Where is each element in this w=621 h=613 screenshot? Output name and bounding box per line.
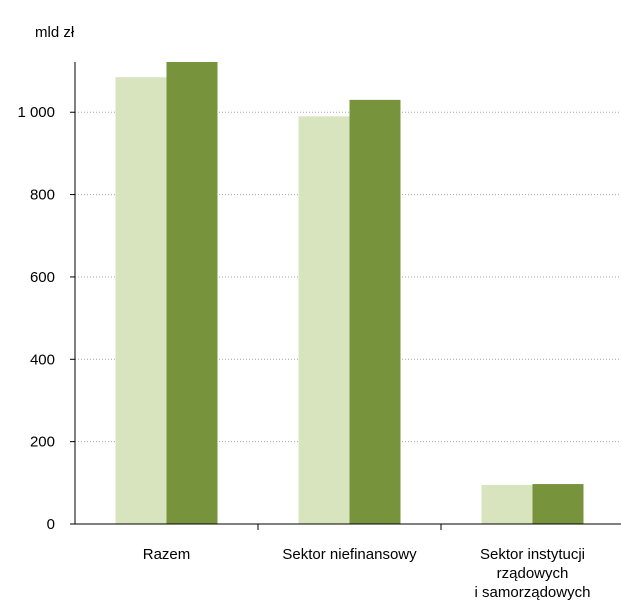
x-tick-label: Sektor instytucji — [480, 546, 585, 563]
y-axis-unit-label: mld zł — [35, 24, 75, 41]
y-tick-label: 600 — [30, 269, 55, 286]
axes — [70, 62, 621, 530]
x-tick-label: Sektor niefinansowy — [282, 546, 417, 563]
x-tick-label: i samorządowych — [475, 584, 591, 601]
y-tick-labels: 0 200 400 600 800 1 000 — [17, 104, 55, 533]
bar — [532, 484, 584, 524]
bars — [115, 62, 584, 525]
x-tick-label: Razem — [143, 546, 191, 563]
y-tick-label: 400 — [30, 351, 55, 368]
y-tick-label: 200 — [30, 434, 55, 451]
y-tick-label: 1 000 — [17, 104, 55, 121]
x-tick-labels: Razem Sektor niefinansowy Sektor instytucj… — [143, 546, 591, 601]
bar — [166, 62, 218, 524]
y-tick-label: 0 — [47, 516, 55, 533]
bar — [481, 484, 533, 524]
bar — [349, 99, 401, 524]
y-tick-label: 800 — [30, 187, 55, 204]
bar — [298, 116, 350, 525]
x-tick-label: rządowych — [497, 565, 569, 582]
bar — [115, 77, 167, 524]
